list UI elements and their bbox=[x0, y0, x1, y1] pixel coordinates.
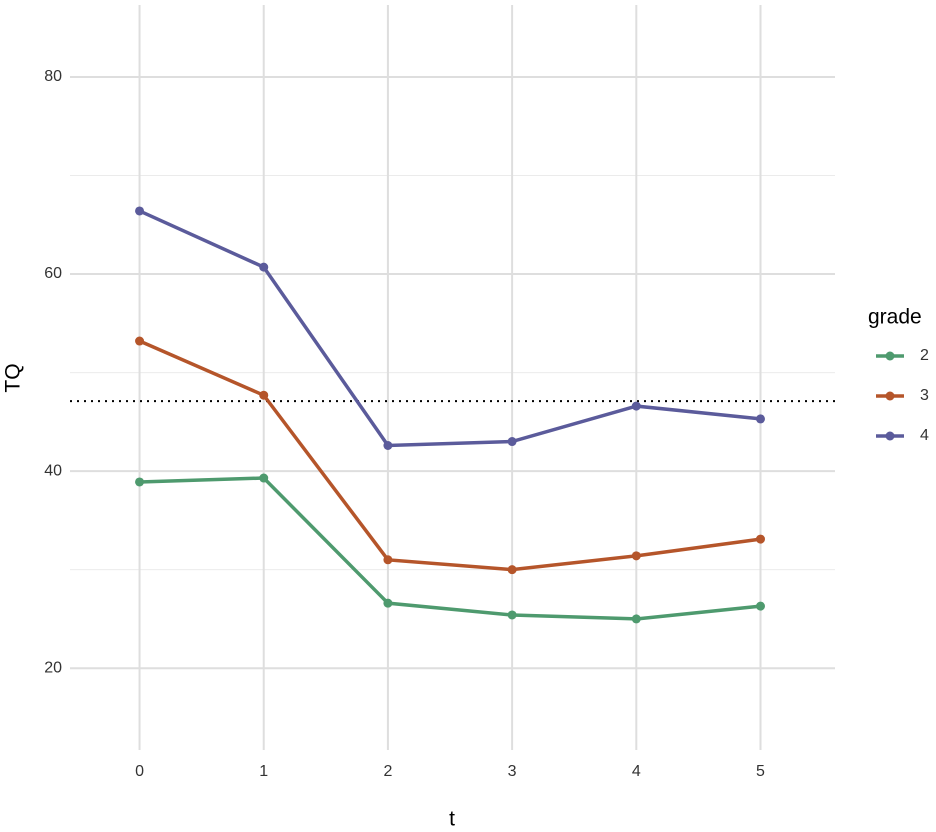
legend-label: 2 bbox=[920, 347, 929, 364]
legend-label: 4 bbox=[920, 427, 929, 444]
data-point bbox=[507, 610, 517, 620]
x-tick-label: 4 bbox=[632, 763, 641, 780]
data-point bbox=[383, 555, 393, 565]
data-point bbox=[259, 262, 269, 272]
y-tick-label: 20 bbox=[44, 659, 62, 676]
data-point bbox=[755, 534, 765, 544]
data-point bbox=[631, 401, 641, 411]
data-point bbox=[259, 390, 269, 400]
data-point bbox=[259, 473, 269, 483]
series-line bbox=[139, 476, 761, 621]
data-point bbox=[383, 598, 393, 608]
series-line bbox=[138, 209, 761, 448]
x-tick-label: 0 bbox=[135, 763, 144, 780]
data-point bbox=[755, 414, 765, 424]
data-point bbox=[507, 565, 517, 575]
x-tick-label: 2 bbox=[383, 763, 392, 780]
legend-key-point bbox=[885, 391, 895, 401]
y-tick-label: 60 bbox=[44, 265, 62, 282]
x-tick-label: 3 bbox=[508, 763, 517, 780]
data-point bbox=[135, 477, 145, 487]
data-point bbox=[135, 206, 145, 216]
data-point bbox=[507, 437, 517, 447]
data-point bbox=[631, 551, 641, 561]
legend-title: grade bbox=[868, 306, 922, 329]
data-point bbox=[383, 440, 393, 450]
legend-label: 3 bbox=[920, 387, 929, 404]
y-tick-label: 40 bbox=[44, 462, 62, 479]
data-point bbox=[755, 601, 765, 611]
data-point bbox=[135, 336, 145, 346]
x-axis-title: t bbox=[449, 808, 455, 831]
legend-key-point bbox=[885, 351, 895, 361]
y-tick-label: 80 bbox=[44, 68, 62, 85]
series-line bbox=[138, 339, 761, 572]
legend-key-point bbox=[885, 431, 895, 441]
x-tick-label: 1 bbox=[259, 763, 268, 780]
data-point bbox=[631, 614, 641, 624]
y-axis-title: TQ bbox=[2, 363, 25, 392]
x-tick-label: 5 bbox=[756, 763, 765, 780]
